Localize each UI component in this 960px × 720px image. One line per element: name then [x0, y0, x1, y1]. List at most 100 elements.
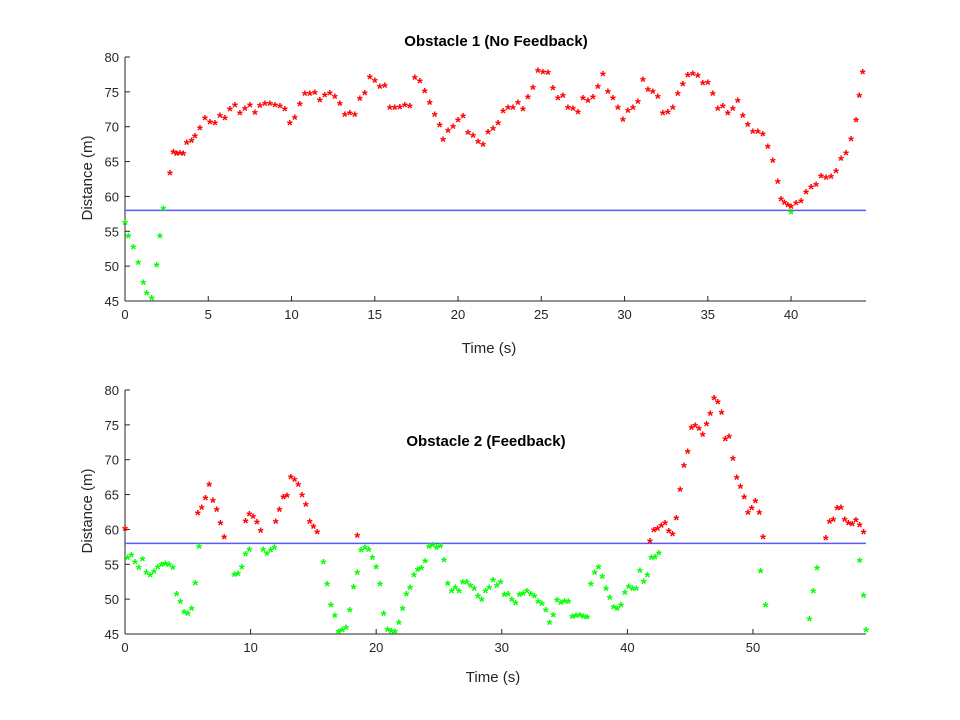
data-point: *: [845, 517, 851, 534]
data-point: *: [501, 589, 507, 606]
series-0: ****************************************…: [167, 65, 866, 218]
data-point: *: [189, 603, 195, 620]
data-point: *: [381, 607, 387, 624]
data-point: *: [760, 531, 766, 548]
data-point: *: [185, 607, 191, 624]
x-tick-label: 0: [121, 640, 128, 655]
data-point: *: [539, 598, 545, 615]
data-point: *: [174, 588, 180, 605]
chart-obstacle-1: Obstacle 1 (No Feedback) Time (s) Distan…: [79, 33, 866, 357]
data-point: *: [615, 102, 621, 119]
data-point: *: [377, 81, 383, 98]
data-point: *: [861, 589, 867, 606]
data-point: *: [147, 569, 153, 586]
data-point: *: [749, 502, 755, 519]
data-point: *: [655, 522, 661, 539]
data-point: *: [535, 65, 541, 82]
data-point: *: [670, 528, 676, 545]
data-point: *: [195, 507, 201, 524]
y-tick-label: 45: [105, 294, 119, 309]
data-point: *: [465, 127, 471, 144]
chart-title: Obstacle 1 (No Feedback): [404, 33, 587, 50]
data-point: *: [785, 199, 791, 216]
data-point: *: [254, 516, 260, 533]
data-point: *: [202, 492, 208, 509]
data-point: *: [758, 565, 764, 582]
data-point: *: [157, 230, 163, 247]
data-point: *: [247, 99, 253, 116]
data-point: *: [715, 102, 721, 119]
data-point: *: [327, 87, 333, 104]
data-point: *: [656, 547, 662, 564]
data-point: *: [336, 626, 342, 643]
data-point: *: [177, 147, 183, 164]
data-point: *: [418, 562, 424, 579]
data-point: *: [710, 88, 716, 105]
data-point: *: [272, 99, 278, 116]
data-point: *: [197, 122, 203, 139]
data-point: *: [600, 68, 606, 85]
data-point: *: [490, 574, 496, 591]
data-point: *: [763, 599, 769, 616]
data-point: *: [235, 568, 241, 585]
data-point: *: [180, 148, 186, 165]
data-point: *: [640, 74, 646, 91]
data-point: *: [547, 617, 553, 634]
data-point: *: [630, 102, 636, 119]
data-point: *: [467, 580, 473, 597]
data-point: *: [823, 532, 829, 549]
data-point: *: [324, 578, 330, 595]
data-point: *: [231, 568, 237, 585]
data-point: *: [645, 83, 651, 100]
data-point: *: [655, 90, 661, 107]
data-point: *: [192, 130, 198, 147]
data-point: *: [246, 543, 252, 560]
data-point: *: [666, 525, 672, 542]
data-point: *: [555, 92, 561, 109]
data-point: *: [232, 99, 238, 116]
data-point: *: [369, 552, 375, 569]
data-point: *: [149, 292, 155, 309]
data-point: *: [525, 91, 531, 108]
data-point: *: [620, 113, 626, 130]
data-point: *: [558, 596, 564, 613]
data-point: *: [181, 606, 187, 623]
data-point: *: [596, 561, 602, 578]
data-point: *: [856, 90, 862, 107]
data-point: *: [725, 107, 731, 124]
data-point: *: [130, 241, 136, 258]
y-tick-label: 60: [105, 522, 119, 537]
data-point: *: [486, 582, 492, 599]
data-point: *: [122, 217, 128, 234]
data-point: *: [170, 561, 176, 578]
data-point: *: [170, 146, 176, 163]
data-point: *: [648, 552, 654, 569]
data-point: *: [144, 287, 150, 304]
data-point: *: [132, 556, 138, 573]
data-point: *: [243, 515, 249, 532]
data-point: *: [635, 95, 641, 112]
data-point: *: [354, 529, 360, 546]
data-point: *: [807, 613, 813, 630]
data-point: *: [140, 277, 146, 294]
data-point: *: [252, 106, 258, 123]
data-point: *: [690, 67, 696, 84]
data-point: *: [520, 103, 526, 120]
data-point: *: [307, 515, 313, 532]
data-point: *: [863, 624, 869, 641]
x-tick-label: 10: [243, 640, 257, 655]
data-point: *: [437, 119, 443, 136]
data-point: *: [227, 103, 233, 120]
y-tick-label: 60: [105, 189, 119, 204]
data-point: *: [524, 585, 530, 602]
data-point: *: [297, 98, 303, 115]
data-point: *: [337, 97, 343, 114]
data-point: *: [125, 230, 131, 247]
y-axis-label: Distance (m): [79, 135, 96, 220]
data-point: *: [610, 92, 616, 109]
data-point: *: [143, 566, 149, 583]
data-point: *: [387, 102, 393, 119]
data-point: *: [450, 120, 456, 137]
chart-title: Obstacle 2 (Feedback): [406, 433, 565, 450]
data-point: *: [221, 531, 227, 548]
